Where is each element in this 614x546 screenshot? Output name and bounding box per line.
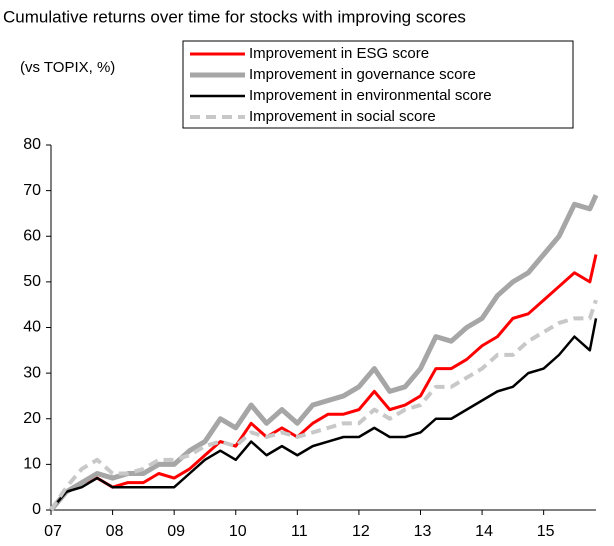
y-tick-label: 80: [23, 136, 41, 153]
y-tick-label: 0: [32, 501, 41, 518]
y-tick-label: 20: [23, 410, 41, 427]
y-tick-label: 10: [23, 456, 41, 473]
legend-label: Improvement in governance score: [249, 66, 476, 83]
x-tick-label: 10: [229, 523, 247, 540]
legend-box: [182, 40, 574, 129]
x-tick-label: 07: [44, 523, 62, 540]
x-tick-label: 09: [167, 523, 185, 540]
legend-label: Improvement in ESG score: [249, 45, 429, 62]
line-series: [49, 194, 599, 512]
y-axis-label: (vs TOPIX, %): [20, 59, 115, 76]
legend-label: Improvement in social score: [249, 108, 436, 125]
y-tick-label: 70: [23, 182, 41, 199]
x-tick-label: 11: [291, 523, 308, 540]
y-tick-label: 50: [23, 273, 41, 290]
line-series: [49, 299, 598, 512]
y-tick-label: 60: [23, 227, 41, 244]
y-tick-label: 40: [23, 319, 41, 336]
x-tick-label: 14: [475, 523, 493, 540]
x-tick-label: 13: [414, 523, 432, 540]
legend-label: Improvement in environmental score: [249, 87, 492, 104]
x-tick-label: 08: [106, 523, 124, 540]
line-series: [50, 318, 598, 511]
chart-title: Cumulative returns over time for stocks …: [3, 7, 466, 26]
x-tick-label: 12: [352, 523, 370, 540]
x-tick-label: 15: [537, 523, 555, 540]
line-series: [49, 254, 598, 511]
y-tick-label: 30: [23, 364, 41, 381]
